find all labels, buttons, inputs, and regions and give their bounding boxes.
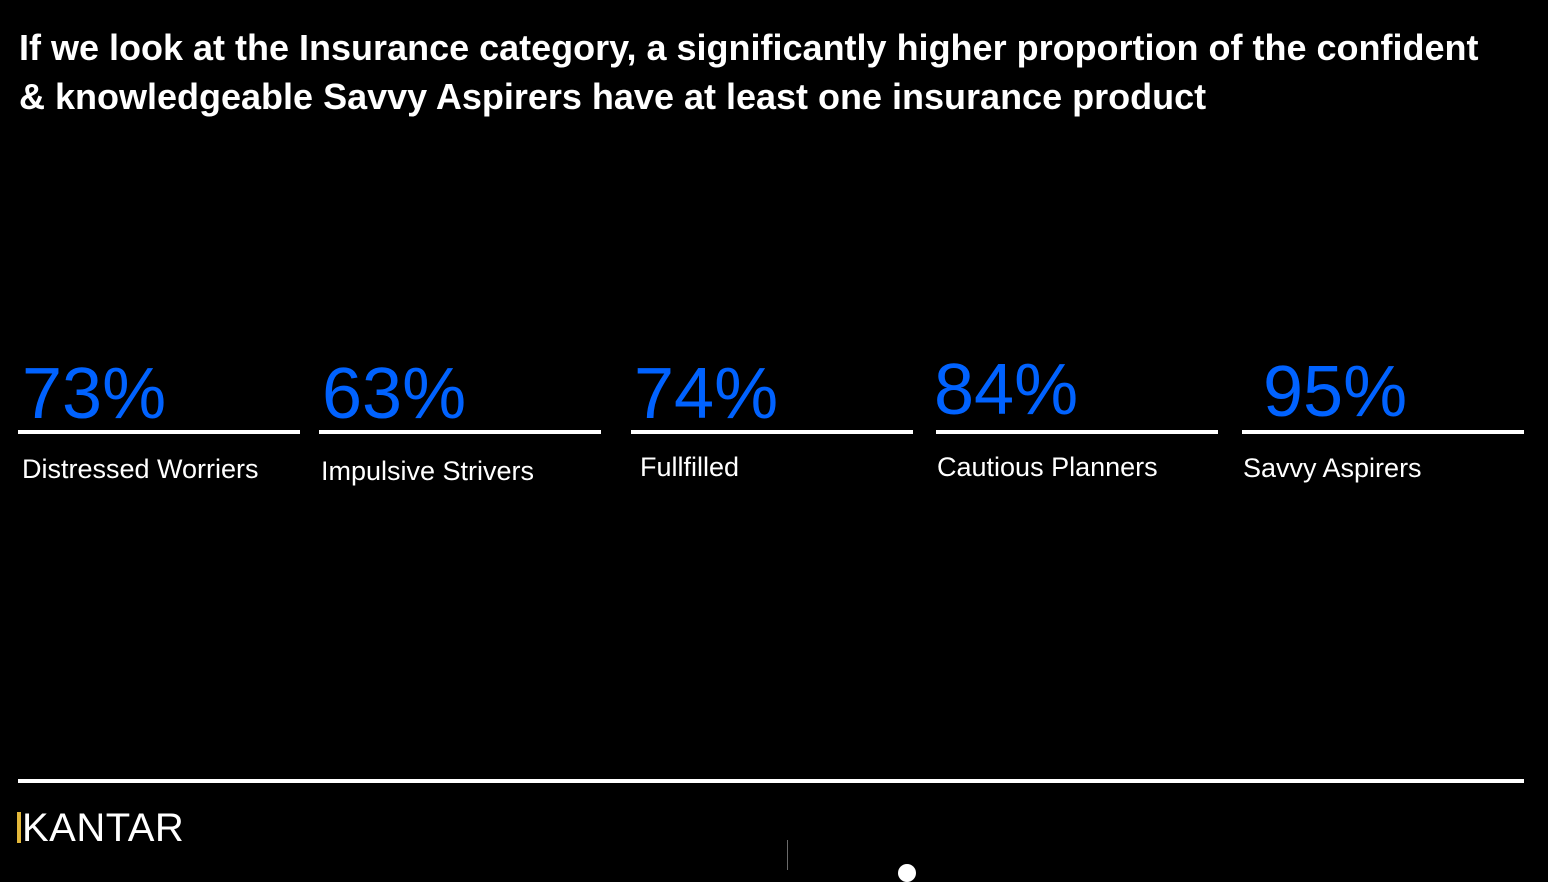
footer-vertical-divider bbox=[787, 840, 788, 870]
stat-value: 63% bbox=[322, 354, 467, 434]
stat-distressed-worriers: 73% Distressed Worriers bbox=[18, 350, 300, 500]
slide-indicator-dot bbox=[898, 864, 916, 882]
stat-underline bbox=[319, 430, 601, 434]
stat-underline bbox=[18, 430, 300, 434]
stat-fullfilled: 74% Fullfilled bbox=[631, 350, 913, 500]
footer-divider bbox=[18, 779, 1524, 783]
stat-savvy-aspirers: 95% Savvy Aspirers bbox=[1242, 350, 1524, 500]
stat-value: 95% bbox=[1263, 352, 1408, 432]
stat-label: Fullfilled bbox=[640, 452, 740, 482]
stat-underline bbox=[1242, 430, 1524, 434]
kantar-logo: KANTAR bbox=[17, 806, 184, 850]
stat-cautious-planners: 84% Cautious Planners bbox=[934, 350, 1218, 500]
stat-label: Impulsive Strivers bbox=[321, 456, 535, 486]
stat-label: Cautious Planners bbox=[937, 452, 1158, 482]
logo-accent-bar bbox=[17, 812, 21, 843]
slide-headline: If we look at the Insurance category, a … bbox=[19, 27, 1479, 117]
stat-label: Distressed Worriers bbox=[22, 454, 259, 484]
stat-value: 73% bbox=[22, 354, 167, 434]
stat-label: Savvy Aspirers bbox=[1243, 453, 1422, 483]
stat-underline bbox=[936, 430, 1218, 434]
logo-text: KANTAR bbox=[22, 806, 185, 850]
stat-underline bbox=[631, 430, 913, 434]
stat-impulsive-strivers: 63% Impulsive Strivers bbox=[319, 350, 601, 500]
stat-value: 74% bbox=[634, 354, 779, 434]
stat-value: 84% bbox=[934, 350, 1079, 430]
